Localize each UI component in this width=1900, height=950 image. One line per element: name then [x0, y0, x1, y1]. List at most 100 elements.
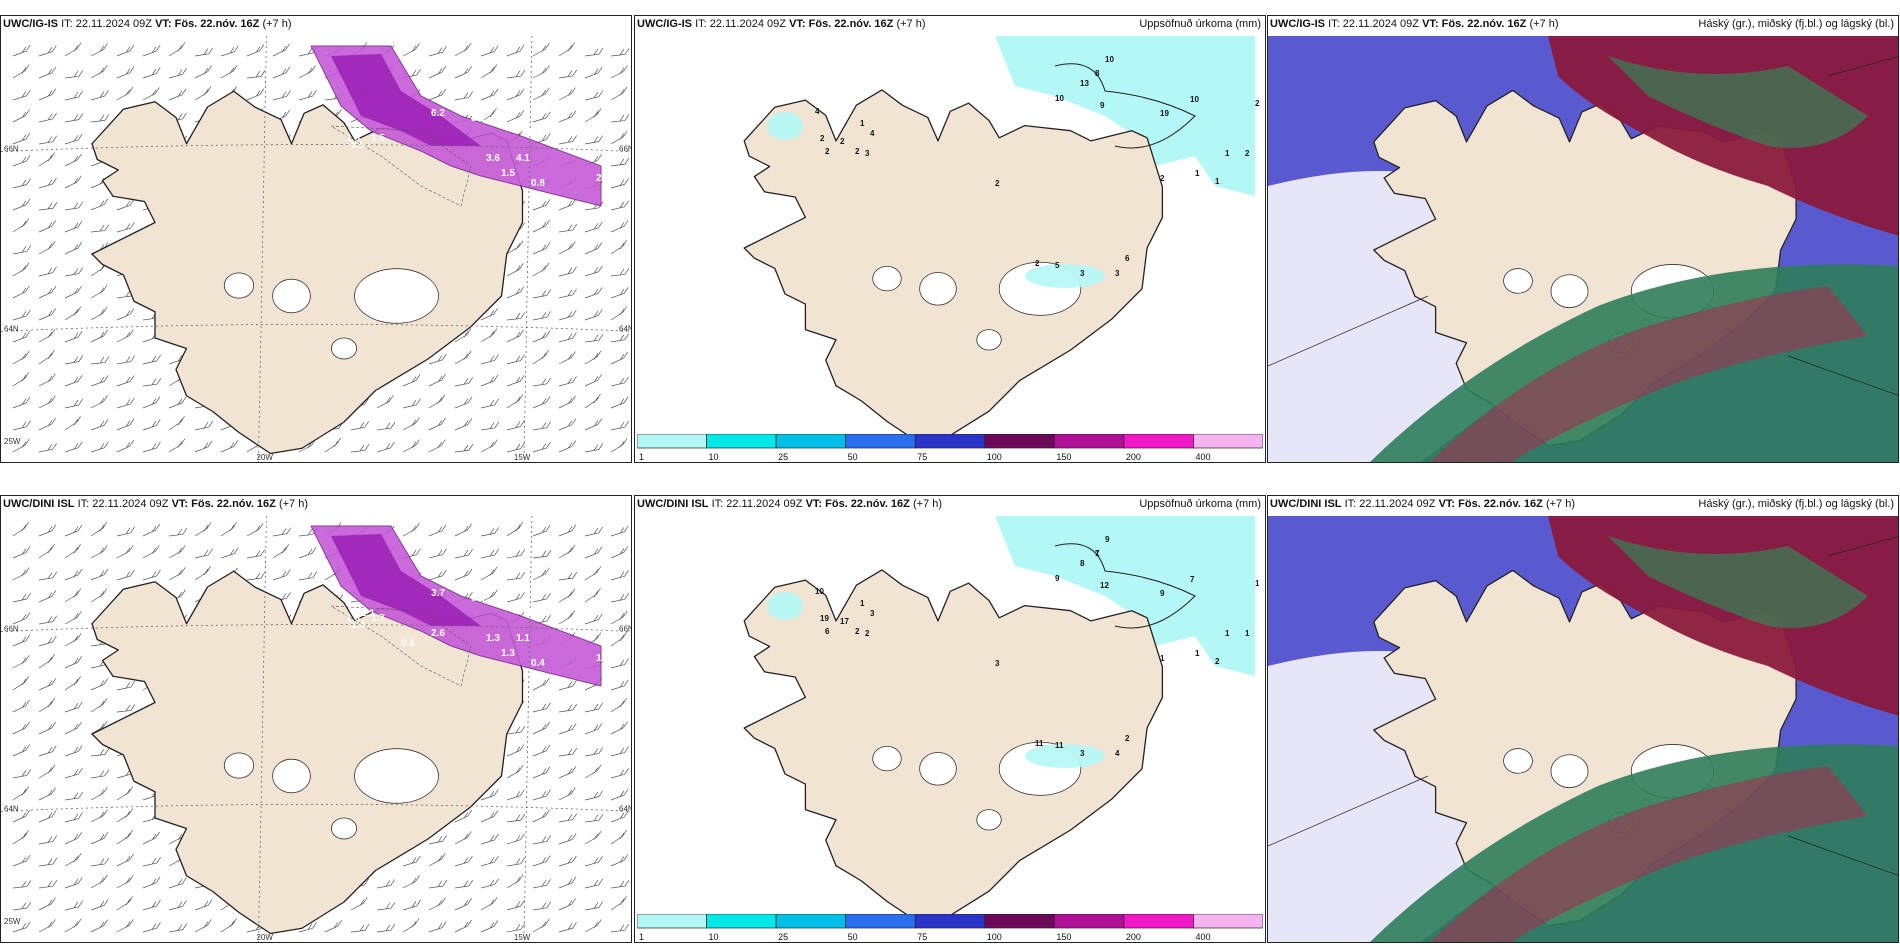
wind-barb	[480, 308, 499, 321]
wind-barb	[454, 831, 472, 845]
wind-barb	[38, 135, 58, 145]
glacier	[872, 265, 902, 292]
wind-barb	[610, 923, 630, 933]
map-cloud	[1268, 36, 1898, 462]
wind-barb	[558, 110, 577, 123]
wind-barb	[142, 569, 161, 581]
boundary-line	[1268, 56, 1898, 396]
iceland-landmass	[91, 90, 524, 455]
wind-barb	[402, 918, 420, 933]
precip-value-label: 3	[1115, 269, 1120, 278]
lat-label: 66N	[4, 145, 19, 154]
wind-barb	[142, 876, 161, 889]
wind-barb	[584, 587, 601, 603]
wind-barb	[12, 521, 29, 537]
wind-barb	[532, 199, 551, 211]
wind-barb	[584, 764, 602, 779]
wind-barb	[90, 522, 107, 537]
snow-value-label: 0.6	[401, 638, 415, 649]
wind-barb	[38, 202, 58, 211]
precip-value-label: 3	[865, 149, 870, 158]
colorbar-tick: 25	[778, 932, 788, 942]
wind-barb	[402, 899, 421, 911]
map-cloud	[1268, 516, 1898, 942]
wind-barb	[428, 439, 446, 453]
wind-barb	[506, 286, 525, 299]
wind-barb	[64, 133, 83, 145]
latitude-line	[1, 144, 631, 152]
wind-barb	[90, 919, 108, 933]
wind-barb	[64, 701, 83, 713]
wind-barb	[428, 394, 446, 409]
precip-value-label: 4	[870, 129, 875, 138]
wind-barb	[116, 355, 136, 365]
wind-barb	[142, 441, 161, 453]
precip-value-label: 1	[860, 119, 865, 128]
wind-barb	[90, 375, 109, 387]
wind-barb	[90, 678, 109, 691]
wind-barb	[584, 722, 603, 735]
wind-barb	[428, 569, 447, 581]
hatched-area	[330, 125, 472, 207]
wind-barb	[610, 810, 629, 823]
wind-barb	[324, 920, 343, 933]
wind-barb	[12, 420, 31, 431]
wind-barb	[194, 420, 213, 431]
glacier	[354, 748, 439, 804]
snow-value-label: 1.4	[351, 620, 365, 631]
wind-barb	[610, 438, 628, 453]
wind-barb	[454, 377, 474, 387]
precip-value-label: 2	[865, 629, 870, 638]
panel-wind-dini: UWC/DINI ISL IT: 22.11.2024 09Z VT: Fös.…	[0, 495, 632, 943]
wind-barb	[142, 419, 161, 431]
lat-label: 64N	[619, 804, 632, 813]
wind-barb	[38, 45, 57, 57]
wind-barb	[558, 223, 578, 233]
precip-value-label: 10	[1190, 95, 1199, 104]
wind-barb	[480, 589, 498, 603]
wind-barb	[428, 853, 446, 867]
wind-barb	[64, 398, 83, 409]
wind-barb	[584, 747, 604, 757]
wind-barb	[64, 877, 83, 889]
wind-barb	[428, 353, 447, 365]
wind-barb	[90, 568, 109, 581]
wind-barb	[428, 524, 447, 537]
wind-barb	[12, 198, 31, 211]
wind-barb	[38, 417, 56, 431]
precip-value-label: 7	[1190, 575, 1195, 584]
precip-value-label: 2	[995, 179, 1000, 188]
coastline	[91, 570, 524, 935]
wind-barb	[610, 679, 629, 691]
wind-barb	[194, 919, 212, 933]
wind-barb	[38, 635, 57, 647]
wind-barb	[12, 546, 31, 559]
wind-barb	[584, 702, 603, 713]
wind-barb	[558, 135, 578, 145]
snow-value-label: 0.4	[531, 658, 545, 669]
snow-value-label: 3.6	[486, 153, 500, 164]
wind-barb	[584, 443, 604, 453]
wind-barb	[532, 901, 552, 911]
panel-cloud-igis: UWC/IG-IS IT: 22.11.2024 09Z VT: Fös. 22…	[1267, 15, 1899, 463]
map-wind: 6.13.21.56.2 4.23.210.7 4.83.6 4.11.50.8 2.1…	[1, 36, 632, 462]
wind-barb	[506, 592, 525, 603]
wind-barb	[168, 415, 185, 431]
wind-barb	[376, 879, 396, 889]
colorbar-segment	[1053, 914, 1125, 929]
wind-barb	[168, 88, 187, 101]
wind-barb	[402, 398, 421, 409]
wind-barb	[38, 220, 57, 233]
wind-barb	[584, 546, 603, 559]
panel-header: UWC/DINI ISL IT: 22.11.2024 09Z VT: Fös.…	[1270, 498, 1894, 510]
wind-barb	[116, 545, 134, 559]
wind-barb	[506, 442, 525, 453]
wind-barb	[64, 285, 82, 299]
precip-value-label: 1	[1245, 629, 1250, 638]
wind-barb	[506, 312, 526, 321]
wind-barb	[454, 350, 472, 365]
wind-barb	[376, 441, 395, 453]
lat-label: 66N	[619, 145, 632, 154]
wind-barb	[610, 768, 629, 779]
precip-value-label: 9	[1105, 535, 1110, 544]
